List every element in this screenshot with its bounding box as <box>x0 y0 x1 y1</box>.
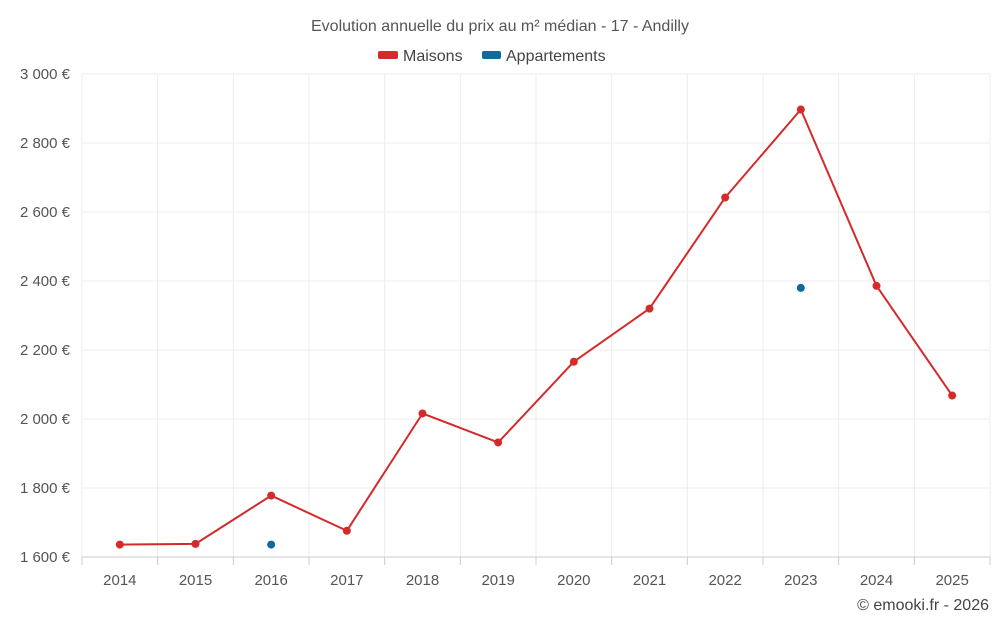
y-tick-label: 1 800 € <box>20 480 71 497</box>
data-point-maisons-2015[interactable] <box>191 539 200 548</box>
legend-item-maisons[interactable]: Maisons <box>378 48 463 65</box>
data-point-maisons-2024[interactable] <box>872 281 881 290</box>
x-tick-label: 2014 <box>103 572 136 589</box>
data-point-appartements-2023[interactable] <box>796 283 805 292</box>
data-point-maisons-2017[interactable] <box>342 526 351 535</box>
legend-label-appartements: Appartements <box>506 48 606 65</box>
data-point-maisons-2019[interactable] <box>494 438 503 447</box>
x-tick-label: 2022 <box>708 572 741 589</box>
x-tick-label: 2018 <box>406 572 439 589</box>
grid <box>81 73 991 557</box>
x-tick-label: 2020 <box>557 572 590 589</box>
x-tick-label: 2023 <box>784 572 817 589</box>
y-tick-label: 1 600 € <box>20 549 71 566</box>
legend-label-maisons: Maisons <box>403 48 463 65</box>
x-tick-label: 2021 <box>633 572 666 589</box>
series-appartements <box>267 283 805 549</box>
y-axis: 1 600 € 1 800 € 2 000 € 2 200 € 2 400 € 2 600… <box>20 66 71 566</box>
data-point-maisons-2016[interactable] <box>267 491 276 500</box>
x-tick-label: 2015 <box>179 572 212 589</box>
y-tick-label: 2 200 € <box>20 342 71 359</box>
x-tick-label: 2016 <box>254 572 287 589</box>
y-tick-label: 2 000 € <box>20 411 71 428</box>
legend-swatch-appartements <box>482 51 501 59</box>
y-tick-label: 3 000 € <box>20 66 71 83</box>
data-point-maisons-2020[interactable] <box>569 357 578 366</box>
x-tick-label: 2024 <box>860 572 893 589</box>
data-point-maisons-2014[interactable] <box>115 540 124 549</box>
legend-item-appartements[interactable]: Appartements <box>482 48 606 65</box>
series-maisons <box>115 105 957 549</box>
credit-text: © emooki.fr - 2026 <box>857 597 989 614</box>
x-tick-label: 2025 <box>935 572 968 589</box>
data-point-maisons-2021[interactable] <box>645 304 654 313</box>
x-tick-label: 2017 <box>330 572 363 589</box>
legend[interactable]: Maisons Appartements <box>378 48 606 65</box>
x-tick-label: 2019 <box>481 572 514 589</box>
data-point-maisons-2018[interactable] <box>418 409 427 418</box>
chart-title: Evolution annuelle du prix au m² médian … <box>311 18 689 35</box>
series <box>115 105 957 549</box>
series-line-maisons <box>119 108 953 546</box>
data-point-maisons-2022[interactable] <box>721 193 730 202</box>
legend-swatch-maisons <box>378 51 398 59</box>
data-point-appartements-2016[interactable] <box>267 540 276 549</box>
y-tick-label: 2 600 € <box>20 204 71 221</box>
x-axis: 2014 2015 2016 2017 2018 2019 2020 2021 2022 2023… <box>81 556 991 589</box>
y-tick-label: 2 400 € <box>20 273 71 290</box>
data-point-maisons-2025[interactable] <box>948 391 957 400</box>
data-point-maisons-2023[interactable] <box>796 105 805 114</box>
y-tick-label: 2 800 € <box>20 135 71 152</box>
